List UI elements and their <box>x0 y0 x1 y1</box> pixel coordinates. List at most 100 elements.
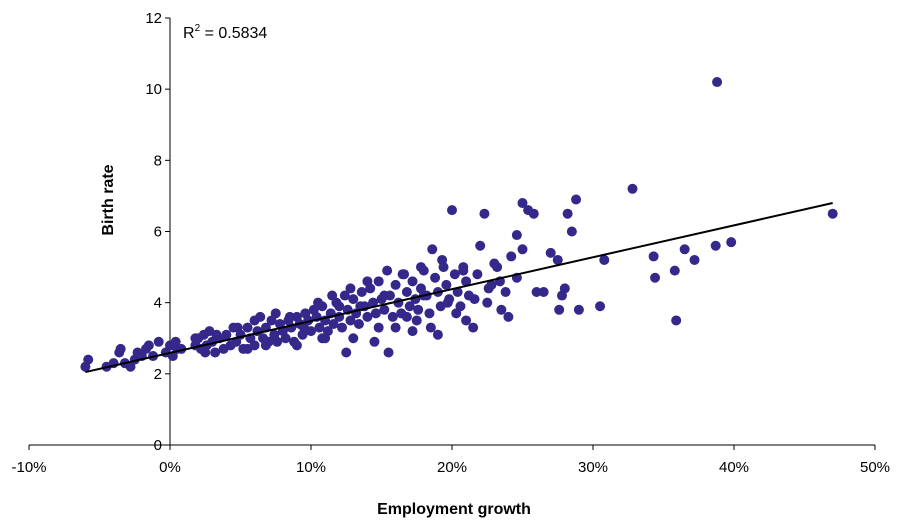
data-point <box>500 286 511 297</box>
data-point <box>531 286 542 297</box>
data-point <box>291 340 302 351</box>
r-squared-label: R <box>183 25 195 42</box>
data-point <box>242 322 253 333</box>
data-point <box>356 286 367 297</box>
data-point <box>341 347 352 358</box>
x-tick-label: 40% <box>719 459 749 476</box>
y-tick-label: 12 <box>145 10 162 27</box>
data-point <box>260 340 271 351</box>
data-point <box>401 286 412 297</box>
trendline <box>85 202 833 374</box>
data-point <box>712 77 723 88</box>
data-point <box>554 304 565 315</box>
data-point <box>337 322 348 333</box>
data-point <box>441 279 452 290</box>
data-point <box>432 329 443 340</box>
data-point <box>571 194 582 205</box>
data-point <box>362 276 373 287</box>
y-tick-label: 0 <box>154 437 162 454</box>
data-point <box>425 322 436 333</box>
data-point <box>362 311 373 322</box>
data-point <box>221 329 232 340</box>
data-point <box>545 247 556 258</box>
data-point <box>492 262 503 273</box>
data-point <box>249 315 260 326</box>
data-point <box>689 254 700 265</box>
data-point <box>190 333 201 344</box>
y-tick-label: 10 <box>145 81 162 98</box>
data-point <box>469 294 480 305</box>
data-point <box>573 304 584 315</box>
data-point <box>627 183 638 194</box>
data-point <box>552 254 563 265</box>
data-point <box>517 198 528 209</box>
data-point <box>317 333 328 344</box>
data-point <box>451 308 462 319</box>
data-point <box>211 329 222 340</box>
data-point <box>669 265 680 276</box>
data-point <box>404 301 415 312</box>
data-point <box>373 322 384 333</box>
data-point <box>486 279 497 290</box>
data-point <box>370 308 381 319</box>
data-point <box>447 205 457 216</box>
data-point <box>242 343 253 354</box>
data-point <box>468 322 479 333</box>
data-point <box>415 262 426 273</box>
data-point <box>339 290 350 301</box>
data-point <box>232 322 243 333</box>
data-point <box>482 297 493 308</box>
data-point <box>538 286 549 297</box>
data-point <box>461 315 472 326</box>
x-tick-label: 30% <box>578 459 608 476</box>
data-point <box>314 322 325 333</box>
data-point <box>595 301 606 312</box>
data-points <box>80 77 838 372</box>
data-point <box>345 283 356 294</box>
x-axis-title: Employment growth <box>377 501 531 518</box>
data-point <box>272 336 283 347</box>
data-point <box>411 315 422 326</box>
data-point <box>390 322 401 333</box>
data-point <box>648 251 659 262</box>
data-point <box>511 230 522 241</box>
data-point <box>461 276 472 287</box>
data-point <box>437 254 448 265</box>
data-point <box>200 347 211 358</box>
data-point <box>517 244 528 255</box>
data-point <box>270 308 281 319</box>
data-point <box>397 269 408 280</box>
x-tick-label: 50% <box>860 459 890 476</box>
data-point <box>528 208 539 219</box>
data-point <box>562 208 573 219</box>
data-point <box>679 244 690 255</box>
data-point <box>496 304 507 315</box>
data-point <box>345 315 356 326</box>
y-tick-label: 4 <box>154 295 162 312</box>
data-point <box>153 336 164 347</box>
data-point <box>328 319 339 330</box>
data-point <box>413 304 424 315</box>
data-point <box>383 347 394 358</box>
x-ticks: -10% 0% 10% 20% 30% 40% 50% <box>11 445 890 476</box>
x-tick-label: 10% <box>296 459 326 476</box>
data-point <box>115 343 126 354</box>
data-point <box>348 294 359 305</box>
data-point <box>379 304 390 315</box>
data-point <box>387 311 398 322</box>
data-point <box>472 269 483 280</box>
x-tick-label: -10% <box>11 459 46 476</box>
data-point <box>334 301 345 312</box>
data-point <box>710 240 721 251</box>
y-tick-label: 2 <box>154 366 162 383</box>
data-point <box>401 311 412 322</box>
r-squared-value: = 0.5834 <box>200 25 267 42</box>
data-point <box>442 297 453 308</box>
data-point <box>827 208 838 219</box>
data-point <box>449 269 460 280</box>
data-point <box>284 311 295 322</box>
data-point <box>353 319 364 330</box>
x-tick-label: 20% <box>437 459 467 476</box>
data-point <box>373 276 384 287</box>
